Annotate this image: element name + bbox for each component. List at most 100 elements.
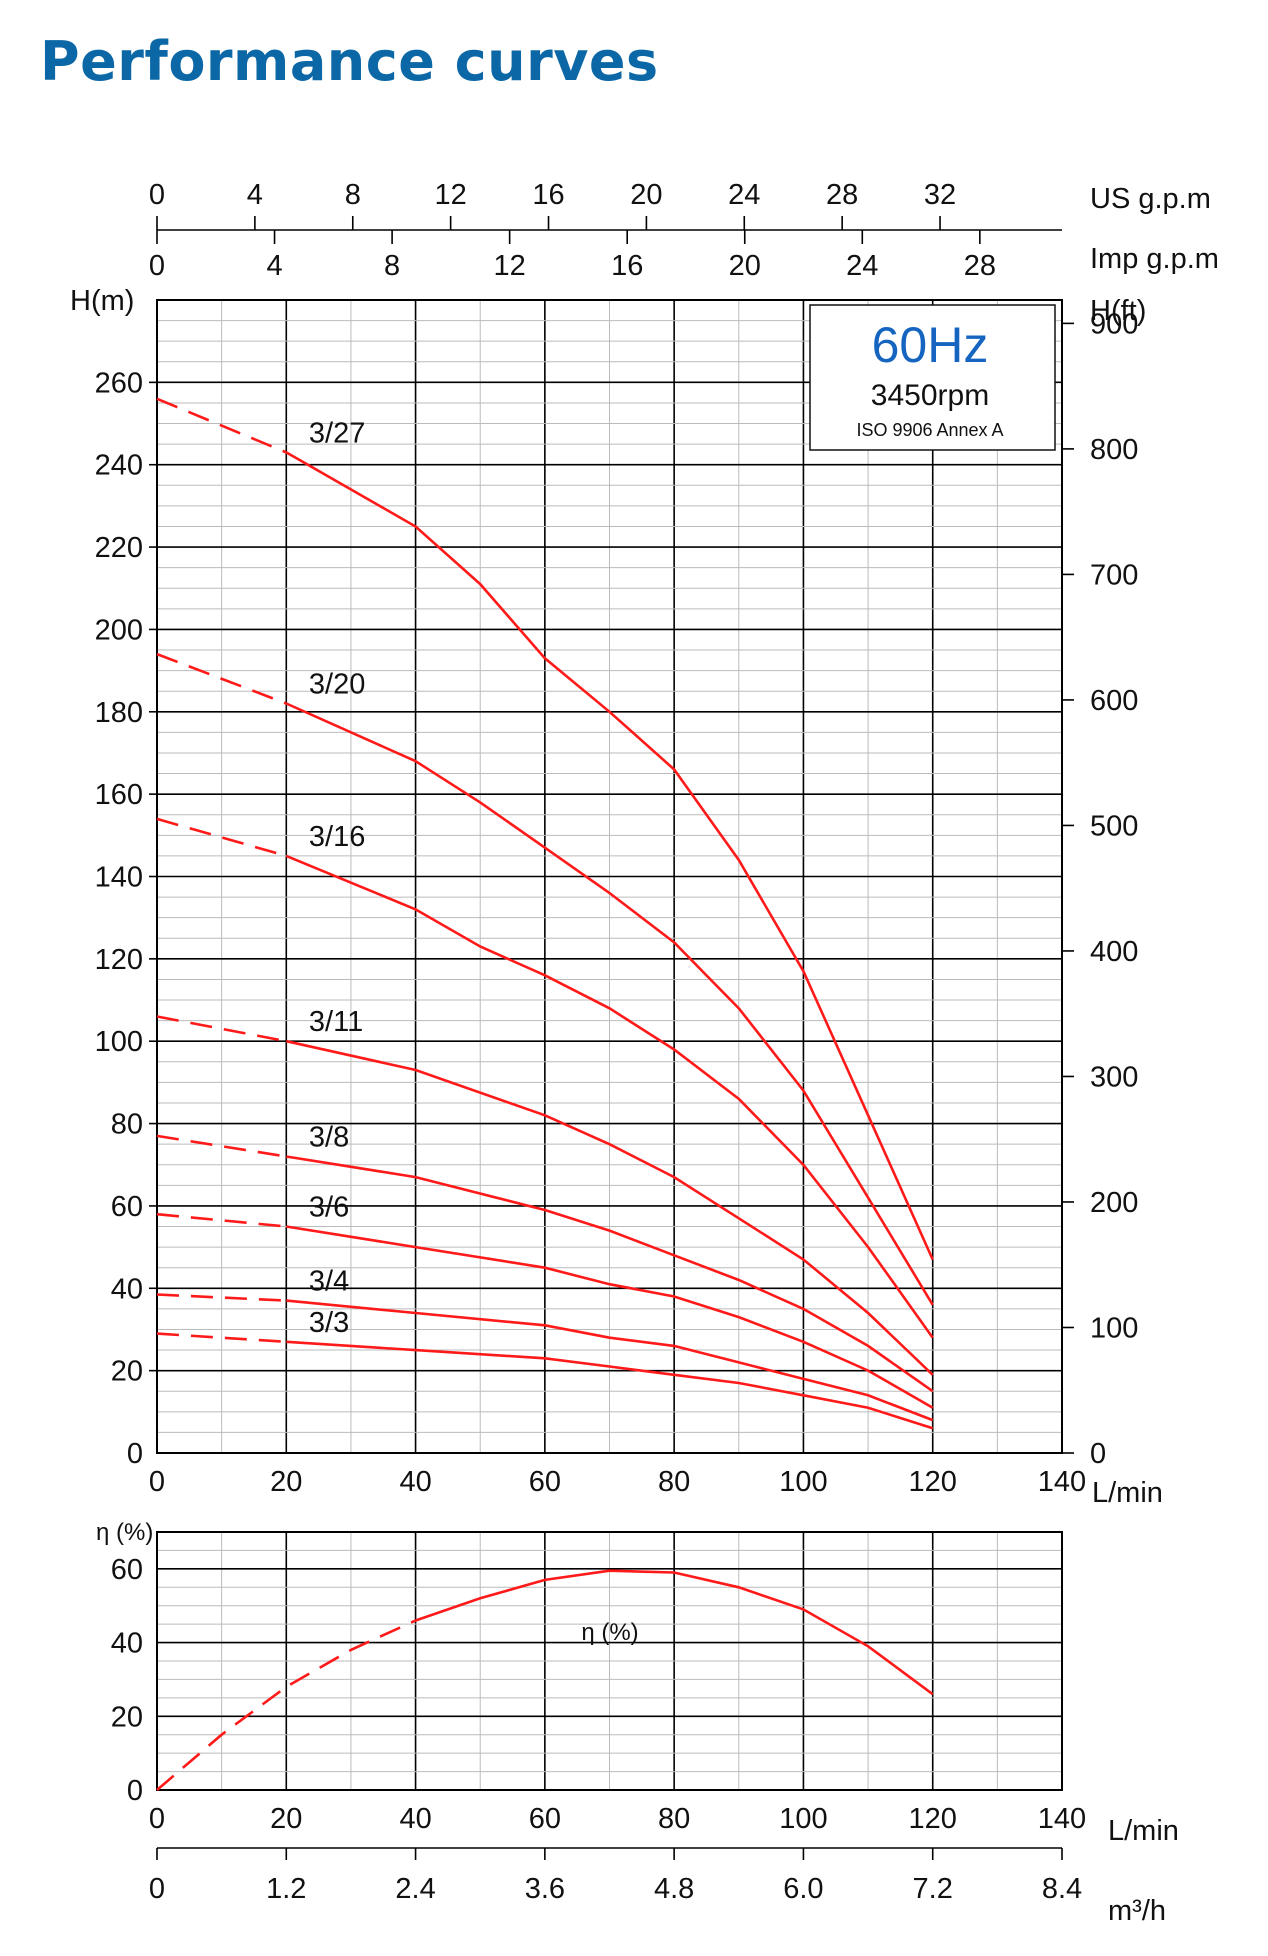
flow-tick-label: 20 [270, 1466, 302, 1498]
head-m-tick-label: 120 [95, 944, 143, 976]
head-curve-dashed [156, 1015, 287, 1043]
head-curve [286, 1299, 934, 1422]
m3h-axis-label: m³/h [1108, 1895, 1166, 1927]
impgpm-tick-label: 20 [729, 250, 761, 282]
efficiency-chart-grid [156, 1531, 1063, 1791]
head-ft-tick-label: 700 [1090, 559, 1138, 591]
head-m-tick-label: 240 [95, 450, 143, 482]
impgpm-tick-label: 4 [266, 250, 282, 282]
efficiency-chart-frame [156, 1531, 1063, 1791]
flow-tick-label: 60 [529, 1803, 561, 1835]
flow-tick-label: 120 [909, 1466, 957, 1498]
head-curve [285, 702, 934, 1306]
m3h-tick-label: 7.2 [913, 1873, 953, 1905]
head-ft-axis-label: H(ft) [1090, 295, 1146, 327]
head-curve-dashed [156, 1212, 287, 1228]
m3h-tick-label: 4.8 [654, 1873, 694, 1905]
flow-axis-label: L/min [1092, 1477, 1163, 1509]
axes: 0204060801001201401601802002202402600100… [95, 179, 1139, 1905]
usgpm-tick-label: 0 [149, 179, 165, 211]
head-curve [285, 451, 934, 1261]
head-ft-tick-label: 0 [1090, 1438, 1106, 1470]
m3h-tick-label: 8.4 [1042, 1873, 1082, 1905]
head-curve [285, 854, 934, 1339]
flow-tick-label: 140 [1038, 1466, 1086, 1498]
flow-tick-label: 80 [658, 1466, 690, 1498]
head-curve-dashed [156, 652, 287, 705]
flow-tick-label: 100 [779, 1803, 827, 1835]
head-m-tick-label: 100 [95, 1026, 143, 1058]
flow-tick-label: 20 [270, 1803, 302, 1835]
usgpm-axis-label: US g.p.m [1090, 183, 1211, 215]
flow-tick-label: 120 [909, 1803, 957, 1835]
head-ft-tick-label: 800 [1090, 434, 1138, 466]
impgpm-tick-label: 8 [384, 250, 400, 282]
curve-label: 3/20 [309, 669, 365, 701]
curve-label: 3/27 [309, 417, 365, 449]
flow-tick-label: 100 [779, 1466, 827, 1498]
efficiency-curve [415, 1569, 934, 1696]
head-m-tick-label: 260 [95, 367, 143, 399]
usgpm-tick-label: 32 [924, 179, 956, 211]
usgpm-tick-label: 20 [630, 179, 662, 211]
head-ft-tick-label: 600 [1090, 685, 1138, 717]
head-curve [286, 1039, 934, 1376]
head-ft-tick-label: 500 [1090, 810, 1138, 842]
impgpm-tick-label: 0 [149, 250, 165, 282]
curve-label: 3/6 [309, 1192, 349, 1224]
m3h-tick-label: 6.0 [783, 1873, 823, 1905]
head-m-tick-label: 160 [95, 779, 143, 811]
m3h-tick-label: 0 [149, 1873, 165, 1905]
flow-tick-label: 140 [1038, 1803, 1086, 1835]
efficiency-tick-label: 40 [111, 1628, 143, 1660]
m3h-tick-label: 2.4 [395, 1873, 435, 1905]
efficiency-axis-label: η (%) [96, 1519, 153, 1546]
head-m-tick-label: 140 [95, 862, 143, 894]
flow-tick-label: 0 [149, 1803, 165, 1835]
head-curve [286, 1225, 934, 1409]
head-curve [286, 1155, 934, 1393]
page-title: Performance curves [40, 30, 659, 93]
head-m-tick-label: 180 [95, 697, 143, 729]
usgpm-tick-label: 8 [345, 179, 361, 211]
impgpm-axis-label: Imp g.p.m [1090, 243, 1219, 275]
head-ft-tick-label: 100 [1090, 1312, 1138, 1344]
efficiency-tick-label: 20 [111, 1701, 143, 1733]
efficiency-curve-label: η (%) [581, 1619, 638, 1646]
head-curve-dashed [156, 1293, 287, 1302]
head-m-tick-label: 200 [95, 614, 143, 646]
flow-tick-label: 80 [658, 1803, 690, 1835]
m3h-tick-label: 1.2 [266, 1873, 306, 1905]
curve-label: 3/11 [309, 1006, 363, 1038]
head-m-tick-label: 40 [111, 1273, 143, 1305]
flow-tick-label: 40 [399, 1466, 431, 1498]
info-speed: 3450rpm [871, 379, 989, 412]
head-curve-dashed [156, 817, 287, 858]
flow-tick-label: 0 [149, 1466, 165, 1498]
efficiency-tick-label: 0 [127, 1775, 143, 1807]
info-standard: ISO 9906 Annex A [856, 420, 1003, 440]
impgpm-tick-label: 12 [494, 250, 526, 282]
head-chart-grid [156, 299, 1063, 1454]
curve-label: 3/16 [309, 821, 365, 853]
head-m-tick-label: 0 [127, 1438, 143, 1470]
head-m-tick-label: 20 [111, 1356, 143, 1388]
flow-tick-label: 60 [529, 1466, 561, 1498]
curve-label: 3/4 [309, 1266, 349, 1298]
curve-label: 3/8 [309, 1122, 349, 1154]
flow-axis-label-2: L/min [1108, 1815, 1179, 1847]
impgpm-tick-label: 16 [611, 250, 643, 282]
usgpm-tick-label: 12 [435, 179, 467, 211]
info-frequency: 60Hz [872, 317, 989, 373]
usgpm-tick-label: 4 [247, 179, 263, 211]
head-m-tick-label: 60 [111, 1191, 143, 1223]
head-ft-tick-label: 300 [1090, 1061, 1138, 1093]
info-box: 60Hz 3450rpm ISO 9906 Annex A [809, 304, 1056, 451]
head-curve-dashed [156, 1134, 287, 1158]
head-curve-dashed [156, 1332, 287, 1344]
head-ft-tick-label: 900 [1090, 308, 1138, 340]
flow-tick-label: 40 [399, 1803, 431, 1835]
m3h-tick-label: 3.6 [525, 1873, 565, 1905]
head-curve [286, 1340, 934, 1430]
